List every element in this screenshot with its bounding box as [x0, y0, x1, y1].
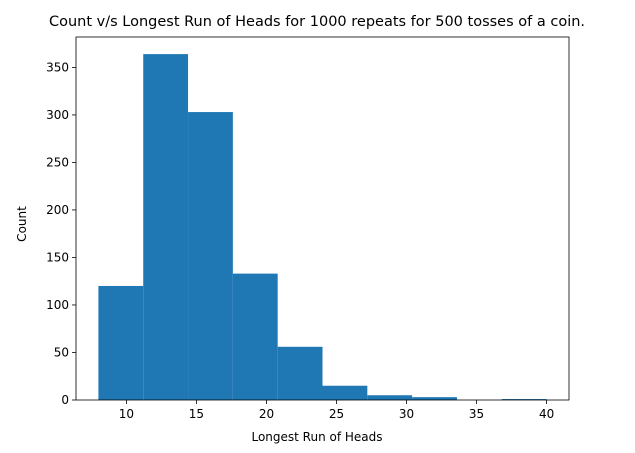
- histogram-bar: [322, 385, 368, 400]
- chart-title: Count v/s Longest Run of Heads for 1000 …: [49, 14, 585, 30]
- y-tick-label: 50: [54, 345, 69, 359]
- y-axis-label: Count: [15, 206, 29, 242]
- y-tick-label: 0: [61, 393, 69, 407]
- bars-group: [98, 54, 547, 401]
- y-tick-label: 250: [46, 155, 69, 169]
- histogram-bar: [232, 273, 278, 400]
- histogram-bar: [367, 395, 413, 400]
- histogram-bar: [188, 112, 233, 400]
- histogram-bar: [98, 285, 144, 400]
- axes-group: 10 15 20 25 30 35 40 0 50 100 150 200 250 300 350: [46, 36, 570, 421]
- x-tick-label: 35: [469, 407, 484, 421]
- plot-frame: [75, 36, 570, 401]
- x-tick-label: 25: [329, 407, 344, 421]
- histogram-bar: [501, 399, 547, 400]
- y-tick-label: 150: [46, 250, 69, 264]
- y-tick-label: 300: [46, 108, 69, 122]
- x-tick-label: 20: [259, 407, 274, 421]
- histogram-bar: [277, 346, 323, 400]
- x-tick-label: 15: [189, 407, 204, 421]
- x-tick-label: 30: [399, 407, 414, 421]
- x-tick-label: 10: [119, 407, 134, 421]
- x-axis-label: Longest Run of Heads: [251, 430, 382, 444]
- y-tick-label: 200: [46, 203, 69, 217]
- histogram-bar: [143, 54, 189, 401]
- y-tick-label: 350: [46, 60, 69, 74]
- y-tick-label: 100: [46, 298, 69, 312]
- histogram-bar: [412, 397, 457, 400]
- x-tick-label: 40: [539, 407, 554, 421]
